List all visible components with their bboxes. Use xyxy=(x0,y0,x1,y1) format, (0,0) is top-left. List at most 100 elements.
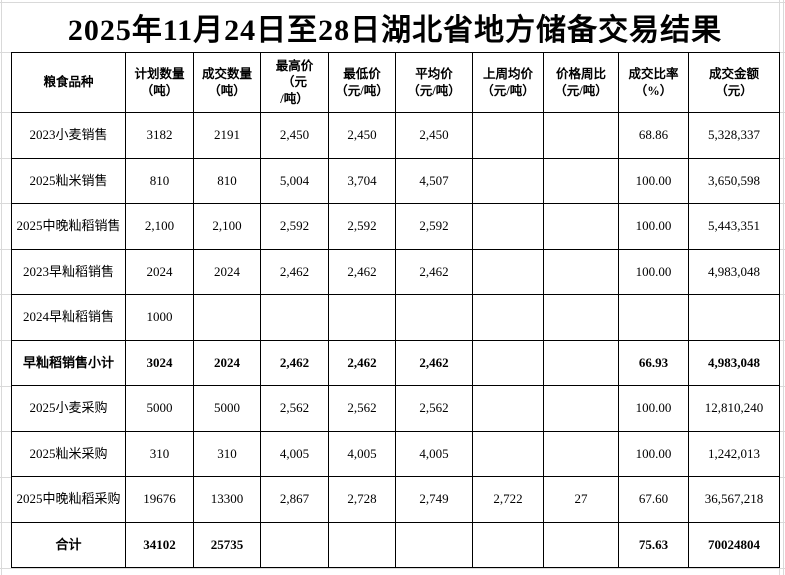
cell-avg-price: 4,005 xyxy=(395,430,473,477)
cell-planned-quantity: 3182 xyxy=(125,112,194,159)
column-header-trade-ratio: 成交比率 （%） xyxy=(618,52,689,113)
column-header-planned-quantity: 计划数量 （吨） xyxy=(125,52,194,113)
cell-last-week-avg-price xyxy=(472,248,544,295)
cell-traded-quantity: 2191 xyxy=(193,112,261,159)
cell-min-price: 2,450 xyxy=(328,112,396,159)
cell-min-price xyxy=(328,521,396,568)
cell-planned-quantity: 2,100 xyxy=(125,203,194,250)
cell-avg-price: 2,592 xyxy=(395,203,473,250)
cell-price-week-change xyxy=(543,339,619,386)
cell-max-price: 2,462 xyxy=(260,339,329,386)
table-row: 2025小麦采购 5000 5000 2,562 2,562 2,562 100… xyxy=(11,385,780,432)
cell-trade-ratio: 100.00 xyxy=(618,385,689,432)
cell-trade-ratio: 66.93 xyxy=(618,339,689,386)
gridline xyxy=(1,0,2,575)
cell-min-price: 2,592 xyxy=(328,203,396,250)
cell-price-week-change xyxy=(543,430,619,477)
column-header-min-price: 最低价 （元/吨） xyxy=(328,52,396,113)
cell-price-week-change xyxy=(543,203,619,250)
row-label: 早籼稻销售小计 xyxy=(11,339,126,386)
cell-traded-quantity: 2024 xyxy=(193,248,261,295)
page-title: 2025年11月24日至28日湖北省地方储备交易结果 xyxy=(67,14,723,47)
total-row: 合计 34102 25735 75.63 70024804 xyxy=(11,521,780,568)
cell-planned-quantity: 810 xyxy=(125,157,194,204)
cell-trade-ratio: 100.00 xyxy=(618,203,689,250)
column-header-last-week-avg-price: 上周均价 （元/吨） xyxy=(472,52,544,113)
cell-min-price: 4,005 xyxy=(328,430,396,477)
cell-trade-amount xyxy=(688,294,780,341)
table-row: 2025中晚籼稻采购 19676 13300 2,867 2,728 2,749… xyxy=(11,476,780,523)
cell-last-week-avg-price xyxy=(472,203,544,250)
gridline xyxy=(0,2,785,3)
gridline xyxy=(0,568,785,569)
cell-last-week-avg-price xyxy=(472,521,544,568)
cell-max-price: 2,462 xyxy=(260,248,329,295)
cell-trade-amount: 3,650,598 xyxy=(688,157,780,204)
row-label: 2023早籼稻销售 xyxy=(11,248,126,295)
cell-planned-quantity: 34102 xyxy=(125,521,194,568)
cell-last-week-avg-price xyxy=(472,294,544,341)
cell-trade-ratio: 100.00 xyxy=(618,157,689,204)
cell-avg-price: 2,462 xyxy=(395,339,473,386)
cell-trade-ratio: 68.86 xyxy=(618,112,689,159)
cell-avg-price: 2,562 xyxy=(395,385,473,432)
subtotal-row: 早籼稻销售小计 3024 2024 2,462 2,462 2,462 66.9… xyxy=(11,339,780,386)
row-label: 2023小麦销售 xyxy=(11,112,126,159)
cell-max-price: 2,867 xyxy=(260,476,329,523)
cell-last-week-avg-price xyxy=(472,157,544,204)
row-label: 2025籼米采购 xyxy=(11,430,126,477)
cell-planned-quantity: 3024 xyxy=(125,339,194,386)
header-row: 粮食品种 计划数量 （吨） 成交数量 （吨） 最高价 （元 /吨） 最低价 （元… xyxy=(11,52,780,113)
cell-traded-quantity: 5000 xyxy=(193,385,261,432)
cell-price-week-change xyxy=(543,294,619,341)
cell-price-week-change xyxy=(543,521,619,568)
cell-trade-ratio: 67.60 xyxy=(618,476,689,523)
cell-last-week-avg-price: 2,722 xyxy=(472,476,544,523)
cell-planned-quantity: 5000 xyxy=(125,385,194,432)
cell-traded-quantity: 310 xyxy=(193,430,261,477)
cell-traded-quantity: 2024 xyxy=(193,339,261,386)
cell-max-price: 2,592 xyxy=(260,203,329,250)
column-header-traded-quantity: 成交数量 （吨） xyxy=(193,52,261,113)
cell-max-price xyxy=(260,294,329,341)
cell-trade-amount: 5,443,351 xyxy=(688,203,780,250)
column-header-grain-type: 粮食品种 xyxy=(11,52,126,113)
cell-price-week-change xyxy=(543,157,619,204)
cell-price-week-change xyxy=(543,112,619,159)
column-header-max-price: 最高价 （元 /吨） xyxy=(260,52,329,113)
cell-price-week-change xyxy=(543,385,619,432)
cell-trade-amount: 5,328,337 xyxy=(688,112,780,159)
cell-traded-quantity xyxy=(193,294,261,341)
cell-planned-quantity: 2024 xyxy=(125,248,194,295)
cell-max-price: 2,562 xyxy=(260,385,329,432)
column-header-avg-price: 平均价 （元/吨） xyxy=(395,52,473,113)
cell-avg-price: 4,507 xyxy=(395,157,473,204)
cell-trade-amount: 4,983,048 xyxy=(688,339,780,386)
cell-last-week-avg-price xyxy=(472,430,544,477)
cell-traded-quantity: 13300 xyxy=(193,476,261,523)
cell-min-price: 2,562 xyxy=(328,385,396,432)
table-row: 2023小麦销售 3182 2191 2,450 2,450 2,450 68.… xyxy=(11,112,780,159)
cell-min-price: 2,462 xyxy=(328,248,396,295)
cell-avg-price: 2,450 xyxy=(395,112,473,159)
column-header-price-week-change: 价格周比 （元/吨） xyxy=(543,52,619,113)
cell-trade-ratio: 100.00 xyxy=(618,248,689,295)
cell-max-price: 2,450 xyxy=(260,112,329,159)
cell-last-week-avg-price xyxy=(472,112,544,159)
table-row: 2025籼米采购 310 310 4,005 4,005 4,005 100.0… xyxy=(11,430,780,477)
cell-planned-quantity: 310 xyxy=(125,430,194,477)
cell-trade-amount: 70024804 xyxy=(688,521,780,568)
trading-results-table: 粮食品种 计划数量 （吨） 成交数量 （吨） 最高价 （元 /吨） 最低价 （元… xyxy=(11,52,780,568)
cell-avg-price: 2,749 xyxy=(395,476,473,523)
cell-min-price xyxy=(328,294,396,341)
cell-trade-amount: 12,810,240 xyxy=(688,385,780,432)
row-label: 2025中晚籼稻采购 xyxy=(11,476,126,523)
cell-trade-amount: 1,242,013 xyxy=(688,430,780,477)
cell-planned-quantity: 1000 xyxy=(125,294,194,341)
cell-trade-amount: 36,567,218 xyxy=(688,476,780,523)
cell-max-price: 4,005 xyxy=(260,430,329,477)
row-label: 2024早籼稻销售 xyxy=(11,294,126,341)
gridline xyxy=(779,568,780,575)
row-label: 2025籼米销售 xyxy=(11,157,126,204)
cell-min-price: 2,728 xyxy=(328,476,396,523)
